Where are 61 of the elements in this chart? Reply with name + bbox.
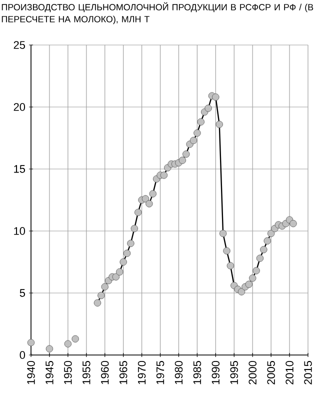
x-tick-label: 1955 [82,360,90,384]
point [178,156,186,164]
point [264,237,271,245]
point [260,246,268,254]
x-tick-label: 1940 [27,360,35,384]
y-tick-label: 0 [20,351,26,359]
x-tick-label: 1990 [212,360,220,384]
x-tick-label: 2000 [248,360,256,384]
chart-title: ПРОИЗВОДСТВО ЦЕЛЬНОМОЛОЧНОЙ ПРОДУКЦИИ В РСФСР И РФ / (В ПЕРЕСЧЕТЕ НА МОЛОКО), МЛН Т [2,2,314,24]
point [130,224,138,232]
point [149,190,156,198]
point [219,230,227,238]
x-tick-label: 1950 [64,360,72,384]
y-tick-label: 20 [14,103,26,111]
point [245,280,252,288]
point [101,283,108,290]
point [223,247,230,254]
x-tick-label: 1975 [156,360,164,384]
point [216,120,223,128]
x-tick-label: 1970 [138,360,146,384]
point [123,250,131,257]
point [98,292,105,300]
point [64,340,72,348]
point [94,299,102,307]
y-tick-label: 25 [14,41,26,49]
point [27,339,35,346]
point [267,230,275,238]
x-tick-label: 1945 [46,360,54,384]
x-tick-label: 1960 [100,360,109,384]
x-tick-label: 2010 [286,360,294,384]
x-tick-label: 1995 [230,360,238,384]
y-tick-label: 5 [20,289,26,297]
point [226,262,234,270]
point [197,118,204,126]
point [252,267,260,274]
point [204,104,212,112]
point [142,195,150,202]
point [182,150,190,158]
x-tick-label: 2005 [267,360,275,384]
point [72,335,79,342]
point [120,258,127,266]
x-tick-label: 1965 [119,360,128,384]
point [194,129,201,137]
point [46,345,54,352]
point [127,240,134,247]
point [238,288,246,296]
point [190,136,198,144]
point [146,200,153,208]
point [212,93,220,101]
y-tick-label: 10 [14,227,26,235]
x-tick-label: 2015 [304,360,312,384]
point [256,254,264,262]
point [112,273,120,280]
y-tick-label: 15 [14,165,26,173]
point [160,172,168,179]
point [249,274,256,282]
x-tick-label: 1985 [193,360,202,384]
point [116,268,124,276]
point [134,208,142,216]
point [290,220,297,228]
x-tick-label: 1980 [174,360,183,384]
